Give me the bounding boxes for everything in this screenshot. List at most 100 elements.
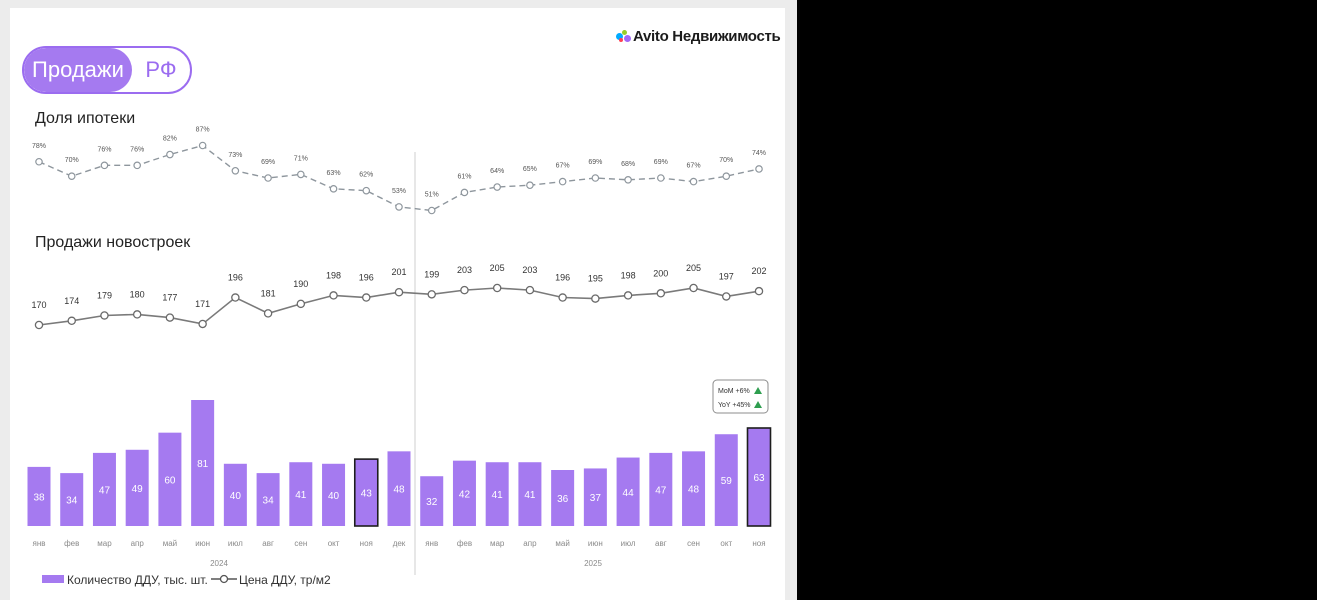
bar-value-label: 81 <box>197 459 209 470</box>
mortgage-share-point <box>362 186 371 195</box>
price-label: 200 <box>653 268 668 278</box>
bar <box>191 400 215 526</box>
price-point <box>558 293 567 302</box>
mortgage-share-point <box>100 161 109 170</box>
price-point <box>460 285 469 295</box>
bar-value-label: 63 <box>753 473 765 484</box>
x-tick-label: окт <box>720 539 732 548</box>
mortgage-share-point <box>329 185 338 193</box>
mortgage-share-point <box>35 157 43 166</box>
legend-line: Цена ДДУ, тр/м2 <box>211 573 331 587</box>
yoy-label: YoY +45% <box>718 402 751 409</box>
pill-region[interactable]: РФ <box>145 57 177 82</box>
price-point <box>67 316 76 326</box>
mortgage-share-point <box>558 177 567 186</box>
bar-value-label: 41 <box>524 490 536 501</box>
mortgage-share-label: 53% <box>392 188 406 195</box>
bar <box>92 452 116 526</box>
x-tick-label: апр <box>523 539 537 548</box>
mortgage-share-label: 82% <box>163 136 177 143</box>
x-tick-label: фев <box>457 539 472 548</box>
x-tick-label: дек <box>393 539 406 548</box>
x-tick-label: июл <box>228 539 243 548</box>
price-label: 199 <box>424 269 439 279</box>
bar <box>420 476 444 526</box>
bar-value-label: 42 <box>459 489 471 500</box>
price-point <box>689 283 698 293</box>
bar <box>353 458 379 527</box>
mortgage-share-title: Доля ипотеки <box>35 110 136 127</box>
year-label-2024: 2024 <box>210 559 228 568</box>
mortgage-share-point <box>657 174 665 182</box>
price-point <box>34 320 44 330</box>
bar-value-label: 43 <box>361 489 373 500</box>
mortgage-share-point <box>755 165 763 173</box>
price-point <box>722 292 731 301</box>
scope-pill[interactable]: Продажи РФ <box>22 46 192 94</box>
bar <box>256 473 280 526</box>
price-point <box>198 319 207 329</box>
price-point <box>656 289 666 298</box>
price-label: 205 <box>490 263 505 273</box>
mortgage-share-point <box>493 183 501 191</box>
price-label: 174 <box>64 296 79 306</box>
x-tick-label: мар <box>97 539 112 548</box>
bar-value-label: 47 <box>655 485 667 496</box>
x-tick-label: ноя <box>752 539 765 548</box>
bar-value-label: 40 <box>328 491 340 502</box>
price-point <box>231 293 240 302</box>
x-tick-label: авг <box>655 539 667 548</box>
bar-value-label: 40 <box>230 491 242 502</box>
price-point <box>296 299 306 309</box>
mortgage-share-label: 74% <box>752 150 766 157</box>
up-arrow-icon <box>754 401 762 408</box>
mortgage-share-label: 78% <box>32 143 46 150</box>
bar-value-label: 44 <box>623 488 635 499</box>
mortgage-share-point <box>689 177 698 186</box>
mortgage-share-point <box>198 141 207 150</box>
legend-bars: Количество ДДУ, тыс. шт. <box>42 573 208 587</box>
price-label: 205 <box>686 263 701 273</box>
x-tick-label: ноя <box>360 539 373 548</box>
x-tick-label: фев <box>64 539 79 548</box>
bar <box>322 463 346 526</box>
x-tick-label: окт <box>328 539 340 548</box>
price-label: 177 <box>162 293 177 303</box>
price-point <box>525 285 535 295</box>
mortgage-share-point <box>591 174 600 182</box>
bar <box>616 457 640 526</box>
mortgage-share-label: 63% <box>327 170 341 177</box>
bar <box>289 462 313 526</box>
bar-value-label: 32 <box>426 497 438 508</box>
report-panel: Avito Недвижимость Продажи РФ Доля ипоте… <box>0 0 797 600</box>
price-label: 196 <box>359 273 374 283</box>
x-tick-label: июн <box>588 539 603 548</box>
price-label: 181 <box>261 288 276 298</box>
price-point <box>132 310 142 319</box>
mortgage-share-label: 71% <box>294 155 308 162</box>
x-tick-label: май <box>163 539 177 548</box>
avito-logo: Avito Недвижимость <box>616 28 781 45</box>
mortgage-share-point <box>395 203 403 211</box>
bar <box>583 468 607 526</box>
bar-value-label: 38 <box>33 492 45 503</box>
price-label: 171 <box>195 299 210 309</box>
price-label: 198 <box>621 270 636 280</box>
price-point <box>427 290 436 299</box>
pill-sales[interactable]: Продажи <box>24 48 132 92</box>
price-point <box>492 283 502 293</box>
mortgage-share-point <box>427 206 436 215</box>
bar-value-label: 41 <box>295 490 307 501</box>
price-point <box>623 291 633 300</box>
bar-value-label: 48 <box>393 485 405 496</box>
price-point <box>263 309 273 318</box>
bar-value-label: 41 <box>492 490 504 501</box>
mortgage-share-point <box>297 170 305 179</box>
mortgage-share-point <box>526 181 534 190</box>
price-label: 196 <box>555 273 570 283</box>
mortgage-share-label: 69% <box>654 159 668 166</box>
mortgage-share-point <box>166 150 174 159</box>
price-label: 197 <box>719 271 734 281</box>
growth-annotation-box <box>712 379 769 414</box>
x-tick-label: янв <box>33 539 46 548</box>
